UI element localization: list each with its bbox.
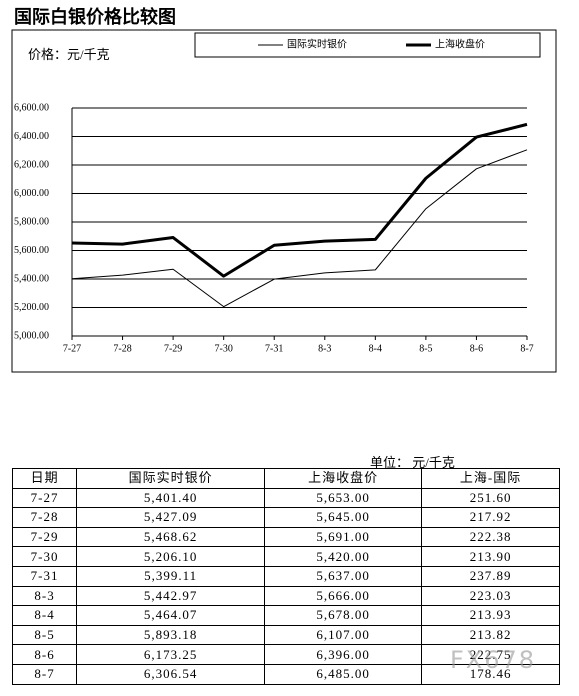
- table-cell: 7-28: [11, 507, 78, 528]
- table-cell: 5,691.00: [264, 526, 423, 548]
- table-cell: 5,420.00: [264, 546, 423, 567]
- legend-label: 国际实时银价: [287, 37, 347, 50]
- table-cell: 7-31: [11, 565, 78, 587]
- x-tick-label: 8-3: [318, 343, 331, 354]
- table-cell: 6,485.00: [264, 663, 423, 685]
- table-cell: 7-30: [11, 546, 78, 567]
- data-table: 日期 国际实时银价 上海收盘价 上海-国际 7-27 5,401.40 5,653.00 25…: [11, 468, 560, 685]
- x-tick-label: 7-30: [214, 343, 232, 354]
- table-cell: 237.89: [421, 565, 560, 587]
- table-row: 8-7 6,306.54 6,485.00 178.46: [11, 663, 560, 685]
- table-row: 7-29 5,468.62 5,691.00 222.38: [11, 526, 560, 548]
- table-cell: 251.60: [421, 487, 560, 509]
- table-cell: 5,637.00: [264, 565, 423, 587]
- table-cell: 6,107.00: [264, 624, 423, 646]
- table-cell: 8-6: [11, 644, 78, 665]
- x-tick-label: 8-5: [419, 343, 432, 354]
- table-cell: 6,396.00: [264, 644, 423, 665]
- table-cell: 213.90: [421, 546, 560, 567]
- y-tick-label: 5,600.00: [14, 245, 49, 256]
- table-row: 8-3 5,442.97 5,666.00 223.03: [11, 585, 560, 607]
- chart-frame: [11, 29, 557, 373]
- table-cell: 上海收盘价: [264, 468, 423, 489]
- table-row: 8-6 6,173.25 6,396.00 222.75: [11, 644, 560, 665]
- table-header: 日期 国际实时银价 上海收盘价 上海-国际: [11, 468, 560, 489]
- table-cell: 222.38: [421, 526, 560, 548]
- chart-title: 国际白银价格比较图: [14, 6, 176, 28]
- table-cell: 5,666.00: [264, 585, 423, 607]
- series-line: [71, 149, 528, 308]
- table-cell: 5,401.40: [76, 487, 266, 509]
- table-cell: 日期: [11, 468, 78, 489]
- x-tick-label: 8-7: [520, 343, 533, 354]
- x-tick-label: 7-27: [63, 343, 81, 354]
- table-row: 8-5 5,893.18 6,107.00 213.82: [11, 624, 560, 646]
- y-tick-label: 5,400.00: [14, 273, 49, 284]
- table-cell: 6,306.54: [76, 663, 266, 685]
- y-tick-label: 6,000.00: [14, 188, 49, 199]
- table-cell: 5,427.09: [76, 507, 266, 528]
- table-row: 7-27 5,401.40 5,653.00 251.60: [11, 487, 560, 509]
- table-cell: 8-5: [11, 624, 78, 646]
- y-tick-label: 6,600.00: [14, 102, 49, 113]
- table-cell: 178.46: [421, 663, 560, 685]
- table-unit: 单位： 元/千克: [370, 455, 455, 470]
- table-cell: 6,173.25: [76, 644, 266, 665]
- table-cell: 213.93: [421, 605, 560, 626]
- y-tick-label: 5,800.00: [14, 216, 49, 227]
- table-cell: 8-3: [11, 585, 78, 607]
- table-cell: 7-29: [11, 526, 78, 548]
- y-tick-label: 5,200.00: [14, 302, 49, 313]
- y-tick-label: 6,200.00: [14, 159, 49, 170]
- table-cell: 5,399.11: [76, 565, 266, 587]
- y-axis-label: 价格：元/千克: [28, 47, 110, 62]
- x-tick-label: 7-28: [113, 343, 131, 354]
- table-cell: 5,678.00: [264, 605, 423, 626]
- x-tick-label: 7-29: [164, 343, 182, 354]
- legend-label: 上海收盘价: [435, 37, 485, 50]
- table-cell: 223.03: [421, 585, 560, 607]
- x-tick-label: 8-4: [369, 343, 382, 354]
- legend: [194, 32, 541, 58]
- table-cell: 213.82: [421, 624, 560, 646]
- table-cell: 上海-国际: [421, 468, 560, 489]
- table-row: 7-31 5,399.11 5,637.00 237.89: [11, 565, 560, 587]
- series-line: [71, 122, 528, 278]
- y-tick-label: 5,000.00: [14, 330, 49, 341]
- x-tick-label: 7-31: [265, 343, 283, 354]
- table-cell: 5,653.00: [264, 487, 423, 509]
- table-cell: 5,442.97: [76, 585, 266, 607]
- table-cell: 217.92: [421, 507, 560, 528]
- table-cell: 5,645.00: [264, 507, 423, 528]
- table-cell: 5,206.10: [76, 546, 266, 567]
- table-cell: 8-7: [11, 663, 78, 685]
- table-row: 7-28 5,427.09 5,645.00 217.92: [11, 507, 560, 528]
- table-cell: 5,464.07: [76, 605, 266, 626]
- chart: 国际白银价格比较图 价格：元/千克 5,000.00 5,200.00 5,400.…: [11, 6, 557, 373]
- table-cell: 国际实时银价: [76, 468, 266, 489]
- table-cell: 8-4: [11, 605, 78, 626]
- table-row: 8-4 5,464.07 5,678.00 213.93: [11, 605, 560, 626]
- table-cell: 7-27: [11, 487, 78, 509]
- watermark: FX678: [450, 646, 537, 674]
- y-tick-label: 6,400.00: [14, 131, 49, 142]
- table-row: 7-30 5,206.10 5,420.00 213.90: [11, 546, 560, 567]
- table-cell: 5,893.18: [76, 624, 266, 646]
- table-cell: 5,468.62: [76, 526, 266, 548]
- x-tick-label: 8-6: [470, 343, 483, 354]
